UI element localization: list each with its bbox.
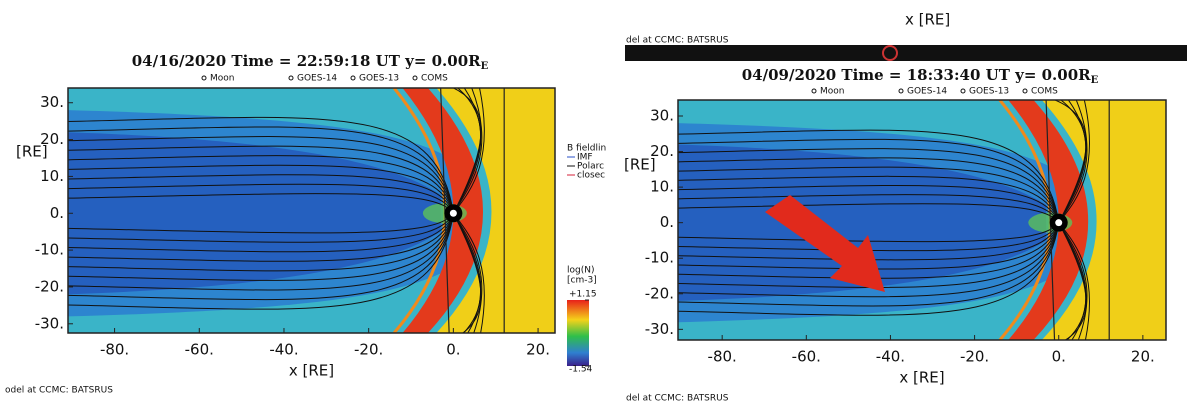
title-subscript: E: [481, 61, 489, 72]
y-tick-label: -20.: [35, 277, 64, 295]
y-tick-label: 0.: [50, 204, 64, 222]
marker-label: Moon: [210, 74, 234, 84]
x-tick-label: 0.: [446, 341, 460, 359]
y-tick-label: 0.: [660, 213, 674, 231]
colorbar-label: log(N): [567, 266, 594, 276]
footer: odel at CCMC: BATSRUS: [5, 386, 113, 396]
field-plot: [68, 84, 555, 342]
marker-label: COMS: [421, 74, 448, 84]
colorbar-unit: [cm-3]: [567, 276, 597, 286]
x-tick-label: -20.: [354, 341, 383, 359]
x-tick-label: -40.: [876, 348, 905, 366]
marker-label: Moon: [820, 87, 844, 97]
x-tick-label: 0.: [1052, 348, 1066, 366]
chart-title: 04/09/2020 Time = 18:33:40 UT y= 0.00RE: [742, 66, 1099, 86]
x-tick-label: -60.: [792, 348, 821, 366]
header-x-label: x [RE]: [905, 11, 950, 29]
y-tick-label: -10.: [645, 249, 674, 267]
marker-label: COMS: [1031, 87, 1058, 97]
x-tick-label: 20.: [1131, 348, 1155, 366]
y-tick-label: 10.: [40, 167, 64, 185]
y-tick-label: -10.: [35, 241, 64, 259]
colorbar-tick-label: +1.15: [569, 290, 597, 300]
y-tick-label: 30.: [650, 107, 674, 125]
title-text: 04/16/2020 Time = 22:59:18 UT y= 0.00R: [132, 52, 481, 70]
x-axis-label: x [RE]: [289, 362, 334, 380]
y-axis-label: [RE]: [16, 143, 48, 161]
x-tick-label: -60.: [185, 341, 214, 359]
header-source: del at CCMC: BATSRUS: [626, 36, 729, 46]
earth-day: [450, 210, 457, 217]
title-text: 04/09/2020 Time = 18:33:40 UT y= 0.00R: [742, 66, 1091, 84]
x-tick-label: -20.: [960, 348, 989, 366]
x-tick-label: -80.: [100, 341, 129, 359]
marker-label: GOES-13: [969, 87, 1009, 97]
x-axis-label: x [RE]: [899, 369, 944, 387]
y-tick-label: 30.: [40, 93, 64, 111]
y-tick-label: -30.: [35, 314, 64, 332]
footer: del at CCMC: BATSRUS: [626, 394, 729, 404]
x-tick-label: -40.: [269, 341, 298, 359]
y-tick-label: -20.: [645, 284, 674, 302]
field-legend-label: closec: [577, 171, 605, 181]
marker-label: GOES-14: [297, 74, 337, 84]
marker-label: GOES-13: [359, 74, 399, 84]
x-tick-label: -80.: [708, 348, 737, 366]
black-bar: [625, 45, 1187, 61]
colorbar-tick-label: -1.54: [569, 365, 593, 375]
earth-day: [1055, 219, 1062, 226]
chart-title: 04/16/2020 Time = 22:59:18 UT y= 0.00RE: [132, 52, 489, 72]
screenshot: x [RE] del at CCMC: BATSRUS 04/16/2020 T…: [0, 0, 1187, 408]
y-axis-label: [RE]: [624, 156, 656, 174]
y-tick-label: 10.: [650, 178, 674, 196]
title-subscript: E: [1091, 75, 1099, 86]
field-plot: [678, 98, 1166, 347]
x-tick-label: 20.: [526, 341, 550, 359]
y-tick-label: -30.: [645, 320, 674, 338]
marker-label: GOES-14: [907, 87, 947, 97]
colorbar: [567, 300, 589, 366]
